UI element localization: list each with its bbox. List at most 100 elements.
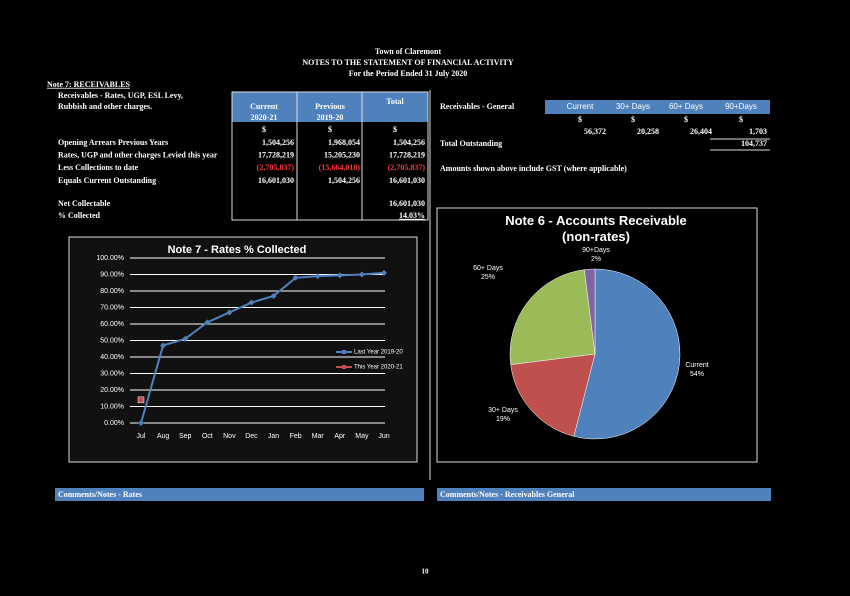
point [336, 272, 343, 279]
column-header: Previous [315, 102, 345, 111]
x-tick-label: Jul [137, 433, 146, 440]
column-header: 2019-20 [317, 113, 344, 122]
table-box [231, 91, 429, 221]
point [381, 269, 387, 276]
column-header: Current [567, 102, 594, 111]
cell: 17,728,219 [258, 151, 294, 160]
row-label: Total Outstanding [440, 139, 502, 148]
y-tick-label: 50.00% [100, 337, 124, 344]
x-tick-label: Dec [245, 433, 258, 440]
cell: 17,728,219 [389, 151, 425, 160]
unit: $ [328, 125, 332, 134]
general-header-bg [545, 100, 770, 114]
slice-label: 90+Days [582, 247, 610, 254]
section-title: Receivables - General [440, 102, 515, 111]
comment-bar [437, 488, 771, 501]
page-number: 10 [422, 568, 430, 576]
slice [510, 353, 596, 437]
point [358, 271, 365, 278]
cell: 14.03% [399, 211, 425, 220]
row-label: Less Collections to date [58, 163, 139, 172]
y-tick-label: 80.00% [100, 288, 124, 295]
unit: $ [739, 115, 743, 124]
y-tick-label: 60.00% [100, 321, 124, 328]
header-line: For the Period Ended 31 July 2020 [349, 69, 468, 78]
x-tick-label: Jan [268, 433, 279, 440]
cell: 1,968,054 [328, 138, 360, 147]
title-line: (non-rates) [562, 229, 630, 244]
x-tick-label: May [355, 433, 369, 440]
x-tick-label: Apr [334, 433, 346, 440]
slice [584, 268, 596, 355]
cell: 26,404 [690, 127, 712, 136]
legend-label: This Year 2020-21 [354, 365, 403, 371]
cell: 56,372 [584, 127, 606, 136]
y-tick-label: 20.00% [100, 387, 124, 394]
unit: $ [578, 115, 582, 124]
title-line: Note 6 - Accounts Receivable [505, 213, 687, 228]
column-header: 30+ Days [616, 102, 650, 111]
point [160, 342, 167, 349]
cell: 20,258 [637, 127, 659, 136]
column-header: 60+ Days [669, 102, 703, 111]
unit: $ [262, 125, 266, 134]
row-label: Opening Arrears Previous Years [58, 138, 168, 147]
column-header: 2020-21 [251, 113, 278, 122]
point [182, 335, 189, 342]
slice-value: 54% [690, 371, 704, 378]
cell: 16,601,030 [258, 176, 294, 185]
point [204, 319, 211, 326]
cell: (2,705,837) [257, 163, 295, 172]
column-header: Current [250, 102, 278, 111]
cell: 15,205,230 [324, 151, 360, 160]
slice-value: 19% [496, 416, 510, 423]
cell: 1,504,256 [393, 138, 425, 147]
point [138, 420, 144, 426]
cell: (2,705,837) [388, 163, 426, 172]
table-header-bg [232, 92, 428, 122]
x-tick-label: Aug [157, 433, 170, 440]
cell: (15,664,018) [319, 163, 361, 172]
row-label: Equals Current Outstanding [58, 176, 156, 185]
row-label: Rates, UGP and other charges Levied this… [58, 151, 218, 160]
point [226, 309, 233, 316]
x-tick-label: Sep [179, 433, 192, 440]
slice [509, 269, 596, 365]
point [292, 274, 299, 281]
note-subtitle: Rubbish and other charges. [58, 102, 152, 111]
slice-value: 2% [591, 256, 601, 263]
row-label: % Collected [58, 211, 101, 220]
x-tick-label: Nov [223, 433, 236, 440]
y-tick-label: 70.00% [100, 304, 124, 311]
unit: $ [393, 125, 397, 134]
x-tick-label: Feb [290, 433, 302, 440]
row-label: Net Collectable [58, 199, 111, 208]
note-subtitle: Receivables - Rates, UGP, ESL Levy, [58, 91, 183, 100]
legend-marker [342, 350, 346, 354]
slice [573, 268, 681, 440]
point [248, 299, 255, 306]
header-line: NOTES TO THE STATEMENT OF FINANCIAL ACTI… [302, 58, 514, 67]
slice-label: 30+ Days [488, 407, 518, 414]
slice-value: 25% [481, 274, 495, 281]
x-tick-label: Jun [378, 433, 389, 440]
y-tick-label: 90.00% [100, 271, 124, 278]
point [270, 292, 277, 299]
slice-label: 60+ Days [473, 265, 503, 272]
comment-label: Comments/Notes - Rates [58, 490, 142, 499]
cell: 16,601,030 [389, 199, 425, 208]
unit: $ [684, 115, 688, 124]
legend-marker [342, 365, 346, 369]
y-tick-label: 40.00% [100, 354, 124, 361]
cell: 1,504,256 [328, 176, 360, 185]
chart-title: Note 6 - Accounts Receivable (non-rates) [505, 213, 687, 244]
y-tick-label: 30.00% [100, 370, 124, 377]
column-header: Total [386, 97, 404, 106]
cell: 1,703 [749, 127, 767, 136]
legend-label: Last Year 2019-20 [354, 350, 403, 356]
cell: 16,601,030 [389, 176, 425, 185]
comment-bar [55, 488, 424, 501]
header-line: Town of Claremont [375, 47, 442, 56]
series-line [140, 271, 385, 424]
